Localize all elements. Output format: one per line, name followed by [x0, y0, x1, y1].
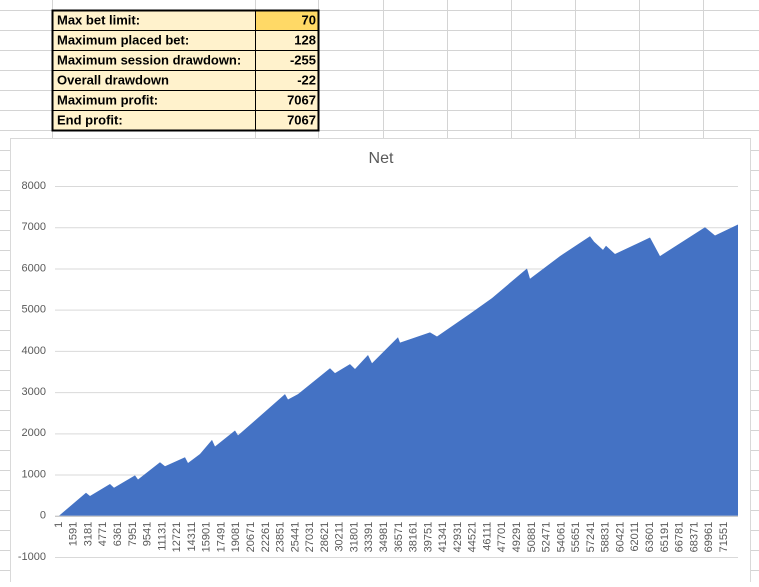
x-tick-label: 58831	[600, 522, 612, 553]
x-tick-label: 1591	[68, 522, 80, 546]
x-tick-label: 34981	[378, 522, 390, 553]
label-text: Maximum profit:	[57, 92, 158, 107]
x-tick-label: 63601	[644, 522, 656, 553]
x-tick-label: 28621	[319, 522, 331, 553]
value-text: 7067	[287, 112, 316, 127]
x-tick-label: 20671	[245, 522, 257, 553]
x-tick-label: 14311	[186, 522, 198, 552]
x-tick-label: 15901	[201, 522, 213, 553]
value-text: 70	[302, 12, 316, 27]
x-tick-label: 33391	[363, 522, 375, 553]
label-text: Maximum session drawdown:	[57, 52, 241, 67]
x-tick-label: 6361	[112, 522, 124, 546]
x-tick-label: 46111	[481, 522, 493, 551]
y-tick-label: -1000	[18, 551, 46, 563]
x-tick-label: 65191	[659, 522, 671, 553]
y-tick-label: 1000	[22, 468, 46, 480]
y-tick-label: 8000	[22, 180, 46, 192]
x-tick-label: 44521	[467, 522, 479, 553]
summary-table: Max bet limit: 70 Maximum placed bet: 128 Ma…	[51, 9, 320, 132]
x-tick-label: 62011	[629, 522, 641, 552]
x-tick-label: 38161	[408, 522, 420, 553]
x-tick-label: 69961	[703, 522, 715, 553]
net-area	[59, 224, 738, 516]
y-tick-label: 7000	[22, 221, 46, 233]
x-tick-label: 71551	[718, 522, 730, 553]
x-tick-label: 19081	[230, 522, 242, 553]
x-tick-label: 23851	[275, 522, 287, 553]
x-tick-label: 12721	[171, 522, 183, 553]
chart-title: Net	[369, 150, 394, 167]
label-text: Max bet limit:	[57, 12, 140, 27]
value-text: 7067	[287, 92, 316, 107]
x-tick-label: 9541	[142, 522, 154, 546]
x-tick-label: 4771	[97, 522, 109, 546]
x-tick-label: 49291	[511, 522, 523, 553]
x-tick-label: 52471	[541, 522, 553, 553]
y-tick-label: 6000	[22, 262, 46, 274]
value-text: -255	[290, 52, 316, 67]
x-tick-label: 31801	[348, 522, 360, 553]
y-tick-label: 3000	[22, 386, 46, 398]
x-tick-label: 50881	[526, 522, 538, 553]
table-border	[51, 9, 320, 132]
x-tick-label: 68371	[688, 522, 700, 553]
x-tick-label: 25441	[289, 522, 301, 553]
x-tick-label: 66781	[674, 522, 686, 553]
x-tick-label: 27031	[304, 522, 316, 553]
x-tick-label: 30211	[334, 522, 346, 552]
label-text: End profit:	[57, 112, 123, 127]
y-tick-label: 0	[40, 510, 46, 522]
x-tick-label: 60421	[614, 522, 626, 553]
x-tick-label: 3181	[82, 522, 94, 546]
x-tick-label: 55651	[570, 522, 582, 553]
x-tick-label: 36571	[393, 522, 405, 553]
value-text: -22	[297, 72, 316, 87]
x-tick-label: 54061	[555, 522, 567, 553]
x-tick-label: 7951	[127, 522, 139, 546]
label-text: Overall drawdown	[57, 72, 169, 87]
x-tick-label: 47701	[496, 522, 508, 553]
x-tick-label: 39751	[422, 522, 434, 553]
x-tick-label: 11131	[156, 522, 168, 551]
x-tick-label: 22261	[260, 522, 272, 553]
x-tick-label: 1	[53, 522, 65, 528]
x-tick-label: 57241	[585, 522, 597, 553]
y-tick-label: 2000	[22, 427, 46, 439]
x-tick-label: 17491	[215, 522, 227, 553]
y-tick-label: 5000	[22, 304, 46, 316]
value-text: 128	[294, 32, 316, 47]
y-tick-label: 4000	[22, 345, 46, 357]
x-tick-label: 41341	[437, 522, 449, 553]
label-text: Maximum placed bet:	[57, 32, 189, 47]
x-tick-label: 42931	[452, 522, 464, 553]
